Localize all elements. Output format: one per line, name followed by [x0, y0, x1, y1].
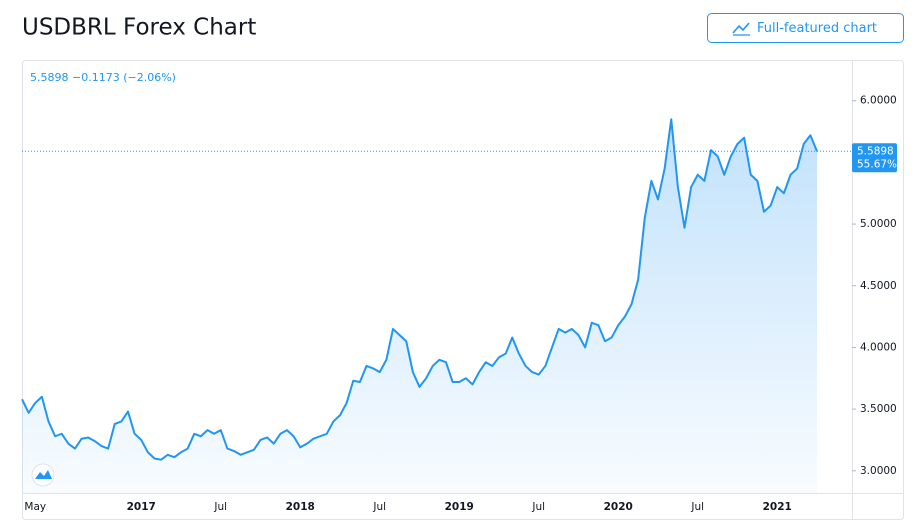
button-frame[interactable]	[707, 13, 904, 43]
plot: 3.00003.50004.00004.50005.00005.50006.00…	[21, 95, 897, 513]
button-icon[interactable]	[732, 22, 750, 34]
x-tick-label: Jul	[690, 501, 704, 513]
full-chart-button[interactable]: Full-featured chart	[707, 13, 904, 43]
last-price-badge	[852, 143, 897, 173]
y-tick-label: 5.0000	[860, 218, 897, 230]
x-tick-label: 2018	[286, 501, 315, 513]
tradingview-logo	[31, 463, 55, 487]
page-title: USDBRL Forex Chart	[22, 15, 256, 41]
area-fill	[22, 119, 817, 494]
x-tick-label: 2021	[763, 501, 792, 513]
y-tick-label: 6.0000	[860, 95, 897, 107]
x-tick-label: Jul	[531, 501, 545, 513]
price-line	[21, 118, 818, 461]
y-tick-label: 3.0000	[860, 465, 897, 477]
button-label[interactable]: Full-featured chart	[757, 21, 877, 36]
change-percent: (−2.06%)	[123, 71, 176, 84]
x-tick-label: Jul	[213, 501, 227, 513]
x-tick-label: 2017	[127, 501, 156, 513]
y-tick-label: 4.0000	[860, 341, 897, 353]
x-tick-label: 2019	[445, 501, 474, 513]
last-price: 5.5898	[30, 71, 69, 84]
last-price-label: 5.5898	[857, 145, 894, 157]
y-tick-label: 4.5000	[860, 280, 897, 292]
x-tick-label: 2020	[604, 501, 633, 513]
legend-line: 5.5898 −0.1173 (−2.06%)	[30, 71, 176, 84]
change: −0.1173	[72, 71, 120, 84]
y-tick-label: 3.5000	[860, 403, 897, 415]
x-tick-label: Jul	[372, 501, 386, 513]
last-percent-label: 55.67%	[857, 158, 897, 170]
logo-mark	[35, 470, 52, 479]
x-tick-label: May	[24, 501, 46, 513]
